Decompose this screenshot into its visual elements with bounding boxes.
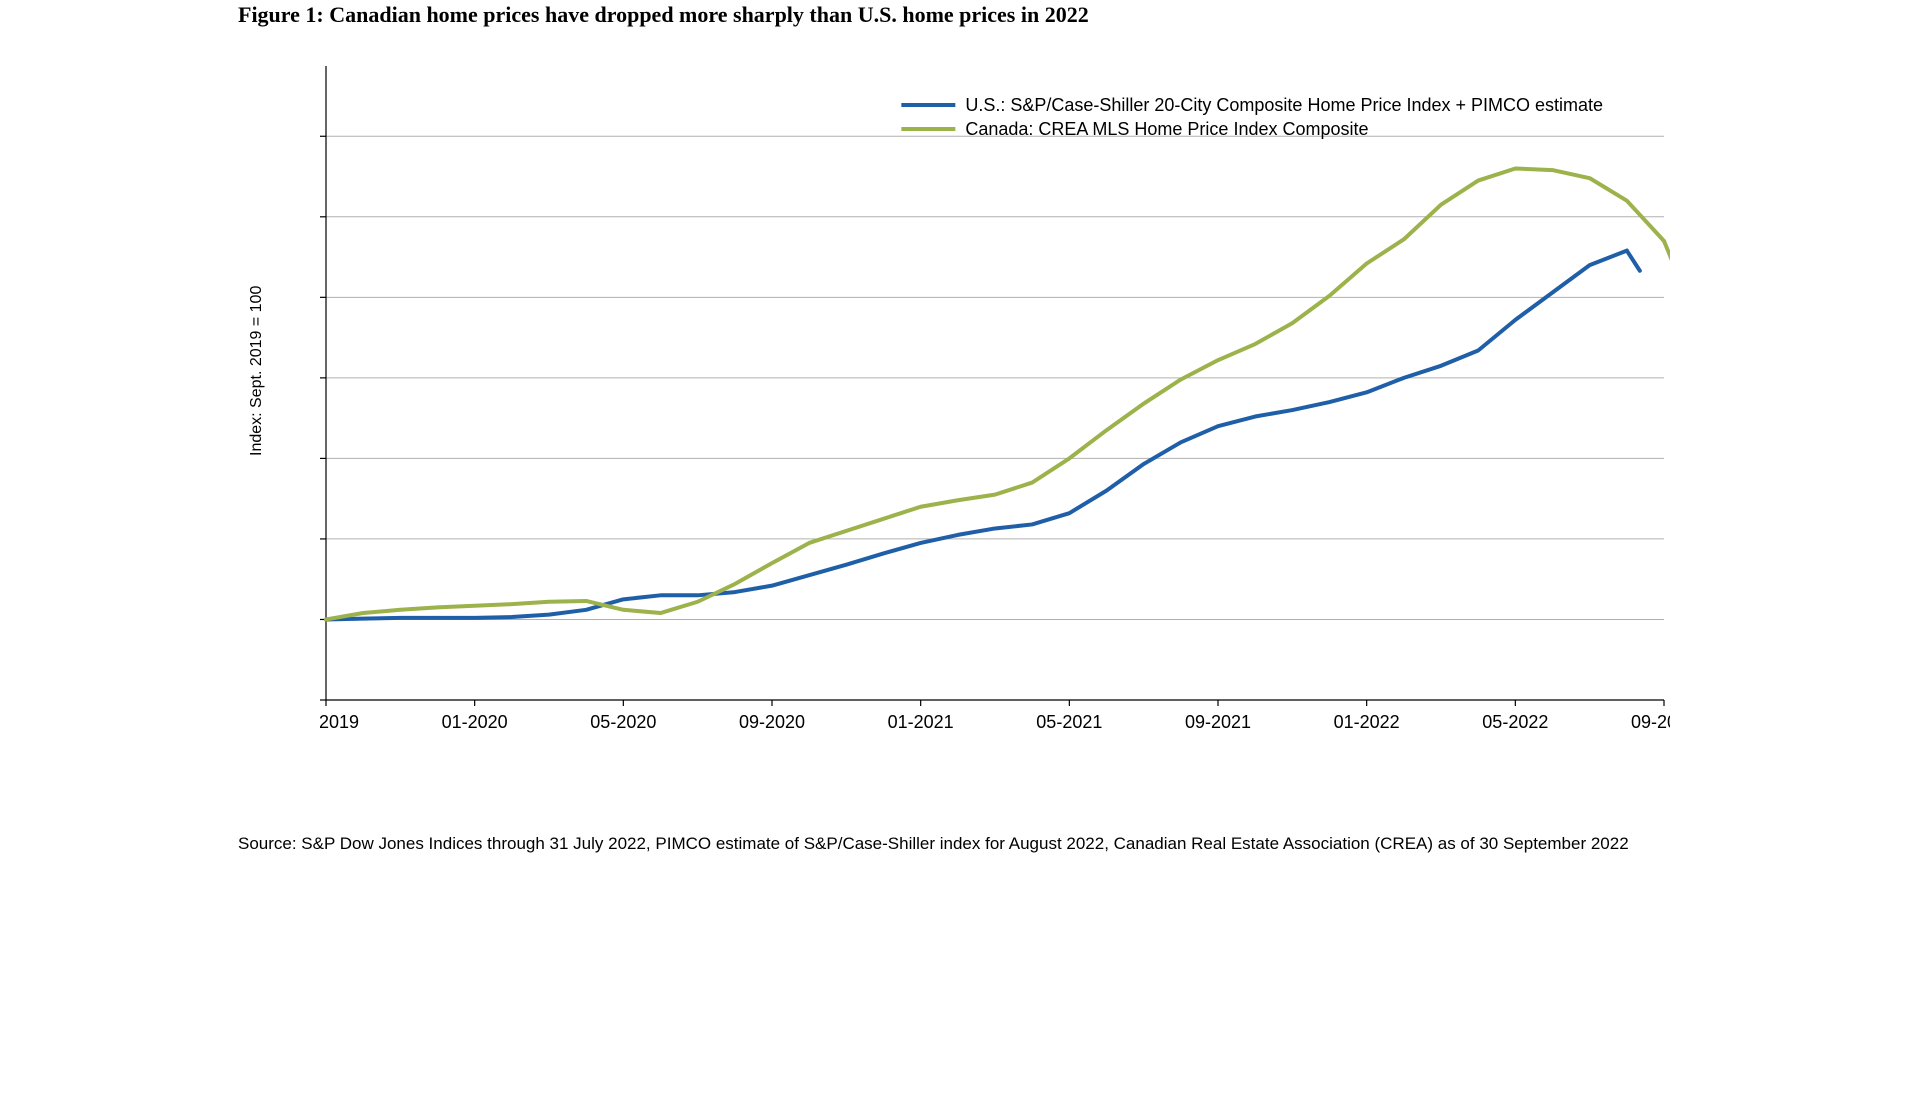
- series-us-tail: [1627, 251, 1640, 271]
- source-note: Source: S&P Dow Jones Indices through 31…: [238, 834, 1629, 854]
- x-tick-label: 05-2022: [1482, 712, 1548, 732]
- series-canada: [326, 168, 1664, 619]
- figure-container: Figure 1: Canadian home prices have drop…: [220, 0, 1700, 860]
- x-tick-label: 09-2019: [320, 712, 359, 732]
- x-tick-label: 05-2020: [590, 712, 656, 732]
- series-canada-tail: [1664, 241, 1670, 277]
- x-tick-label: 05-2021: [1036, 712, 1102, 732]
- chart-svg: 9010011012013014015016009-201901-202005-…: [320, 56, 1670, 746]
- x-tick-label: 01-2020: [442, 712, 508, 732]
- x-tick-label: 09-2021: [1185, 712, 1251, 732]
- x-tick-label: 09-2022: [1631, 712, 1670, 732]
- y-axis-label: Index: Sept. 2019 = 100: [248, 286, 266, 456]
- x-tick-label: 09-2020: [739, 712, 805, 732]
- plot-area: 9010011012013014015016009-201901-202005-…: [320, 56, 1670, 746]
- legend-label: Canada: CREA MLS Home Price Index Compos…: [965, 119, 1368, 139]
- figure-title: Figure 1: Canadian home prices have drop…: [238, 2, 1089, 28]
- x-tick-label: 01-2021: [888, 712, 954, 732]
- legend-label: U.S.: S&P/Case-Shiller 20-City Composite…: [965, 95, 1603, 115]
- series-us: [326, 251, 1627, 620]
- x-tick-label: 01-2022: [1334, 712, 1400, 732]
